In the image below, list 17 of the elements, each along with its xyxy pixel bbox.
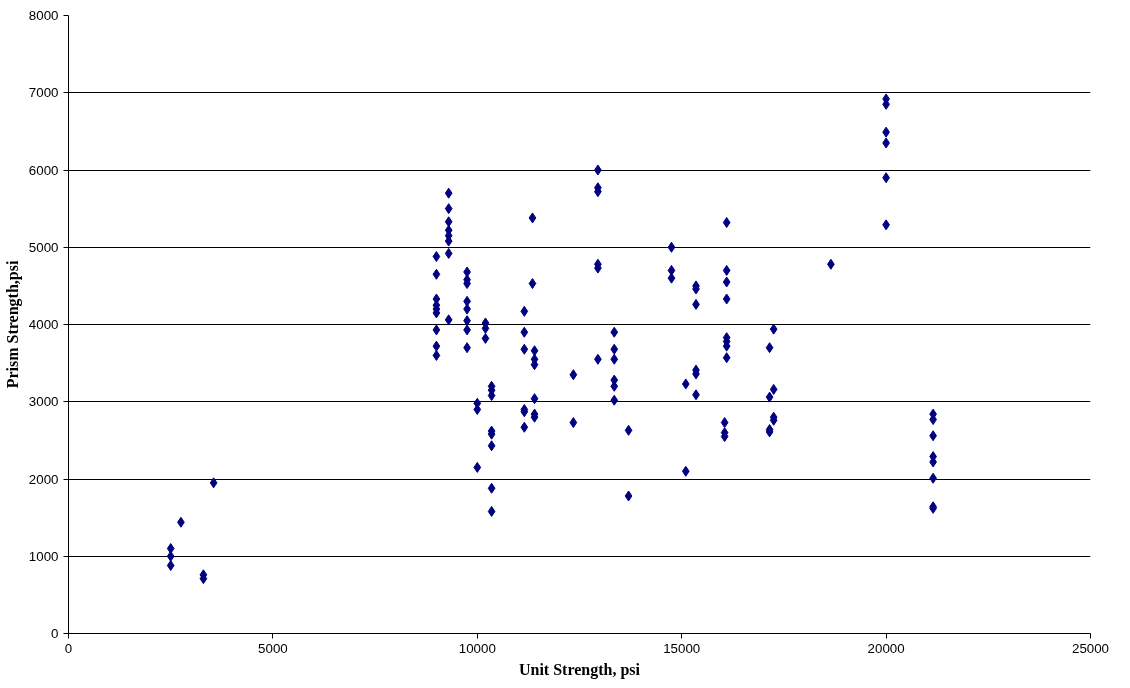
y-tick-label: 6000: [28, 162, 59, 178]
x-tick-label: 5000: [258, 640, 288, 656]
y-tick-label: 1000: [28, 548, 59, 564]
y-tick-label: 2000: [28, 471, 59, 487]
x-tick-label: 0: [64, 640, 73, 656]
x-tick-label: 15000: [663, 640, 701, 656]
y-tick-label: 4000: [28, 317, 59, 332]
x-tick-label: 20000: [867, 640, 905, 656]
x-tick-label: 25000: [1071, 640, 1110, 656]
y-tick-label: 7000: [28, 85, 59, 101]
y-tick-label: 3000: [28, 394, 59, 410]
x-axis-title: Unit Strength, psi: [518, 660, 641, 679]
y-tick-label: 0: [51, 626, 59, 641]
x-tick-label: 10000: [458, 640, 496, 656]
y-tick-label: 5000: [28, 239, 59, 255]
y-axis-title: Prism Strength,psi: [3, 260, 22, 389]
y-tick-label: 8000: [28, 8, 59, 23]
